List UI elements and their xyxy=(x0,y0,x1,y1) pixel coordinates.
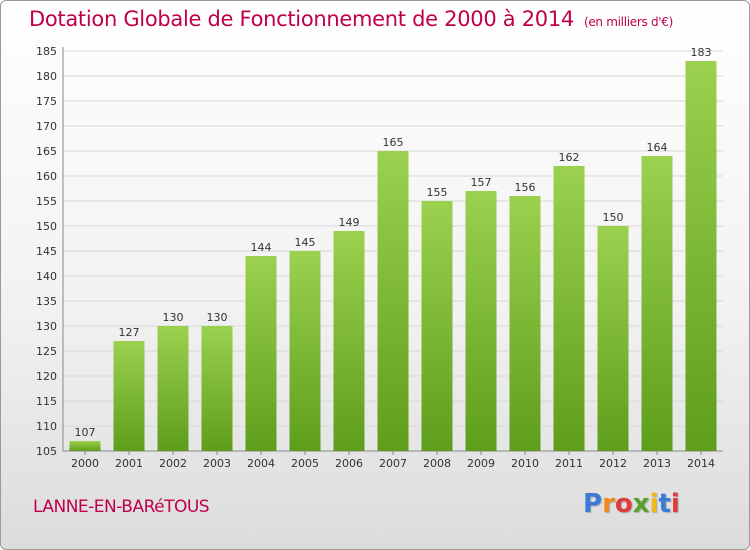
bar xyxy=(69,441,101,451)
x-tick-label: 2014 xyxy=(687,457,715,470)
x-tick-label: 2011 xyxy=(555,457,583,470)
x-tick-label: 2003 xyxy=(203,457,231,470)
y-tick-label: 185 xyxy=(36,45,57,58)
x-tick-label: 2005 xyxy=(291,457,319,470)
bar-value-label: 157 xyxy=(471,176,492,189)
y-tick-label: 130 xyxy=(36,320,57,333)
bar-value-label: 149 xyxy=(339,216,360,229)
y-tick-label: 165 xyxy=(36,145,57,158)
bar-value-label: 145 xyxy=(295,236,316,249)
y-tick-label: 155 xyxy=(36,195,57,208)
chart-title: Dotation Globale de Fonctionnement de 20… xyxy=(29,7,673,31)
bar-value-label: 165 xyxy=(383,136,404,149)
bar xyxy=(597,226,629,451)
x-tick-label: 2001 xyxy=(115,457,143,470)
logo-letter: i xyxy=(649,489,659,519)
y-tick-label: 105 xyxy=(36,445,57,458)
x-tick-label: 2002 xyxy=(159,457,187,470)
proxiti-logo: Proxiti xyxy=(583,489,680,519)
bar xyxy=(509,196,541,451)
bar-value-label: 155 xyxy=(427,186,448,199)
bar xyxy=(333,231,365,451)
y-tick-label: 150 xyxy=(36,220,57,233)
commune-name: LANNE-EN-BARéTOUS xyxy=(33,497,210,517)
logo-letter: i xyxy=(670,489,680,519)
bar xyxy=(289,251,321,451)
x-tick-label: 2006 xyxy=(335,457,363,470)
y-tick-label: 160 xyxy=(36,170,57,183)
y-tick-label: 170 xyxy=(36,120,57,133)
x-tick-label: 2012 xyxy=(599,457,627,470)
bar-value-label: 164 xyxy=(647,141,668,154)
bar xyxy=(377,151,409,451)
data-labels: 107 127 130 130 144 145 149 165 155 157 156 162 150 1… xyxy=(75,46,712,439)
y-tick-label: 120 xyxy=(36,370,57,383)
bar xyxy=(465,191,497,451)
y-tick-label: 140 xyxy=(36,270,57,283)
bar xyxy=(641,156,673,451)
bar xyxy=(201,326,233,451)
bar-value-label: 162 xyxy=(559,151,580,164)
logo-letter: x xyxy=(632,489,650,519)
y-tick-label: 145 xyxy=(36,245,57,258)
x-tick-label: 2008 xyxy=(423,457,451,470)
y-tick-label: 110 xyxy=(36,420,57,433)
bars xyxy=(69,61,717,451)
bar-value-label: 127 xyxy=(119,326,140,339)
bar-value-label: 156 xyxy=(515,181,536,194)
logo-letter: o xyxy=(614,489,633,519)
logo-letter: r xyxy=(602,489,615,519)
x-tick-label: 2004 xyxy=(247,457,275,470)
y-tick-label: 115 xyxy=(36,395,57,408)
y-tick-label: 135 xyxy=(36,295,57,308)
bar xyxy=(685,61,717,451)
y-tick-label: 125 xyxy=(36,345,57,358)
bar xyxy=(245,256,277,451)
logo-letter: t xyxy=(658,489,671,519)
x-tick-label: 2010 xyxy=(511,457,539,470)
bar-value-label: 144 xyxy=(251,241,272,254)
x-tick-label: 2000 xyxy=(71,457,99,470)
bar-value-label: 130 xyxy=(207,311,228,324)
bar-value-label: 183 xyxy=(691,46,712,59)
unit-note: (en milliers d'€) xyxy=(583,15,673,29)
y-tick-label: 175 xyxy=(36,95,57,108)
bar-value-label: 107 xyxy=(75,426,96,439)
logo-letter: P xyxy=(583,489,603,519)
bar xyxy=(421,201,453,451)
y-tick-label: 180 xyxy=(36,70,57,83)
x-tick-label: 2013 xyxy=(643,457,671,470)
axes: 1051101151201251301351401451501551601651… xyxy=(36,45,723,470)
bar xyxy=(157,326,189,451)
chart-title-text: Dotation Globale de Fonctionnement de 20… xyxy=(29,7,574,31)
bar-value-label: 150 xyxy=(603,211,624,224)
x-tick-label: 2007 xyxy=(379,457,407,470)
bar xyxy=(113,341,145,451)
bar xyxy=(553,166,585,451)
bar-value-label: 130 xyxy=(163,311,184,324)
x-tick-label: 2009 xyxy=(467,457,495,470)
